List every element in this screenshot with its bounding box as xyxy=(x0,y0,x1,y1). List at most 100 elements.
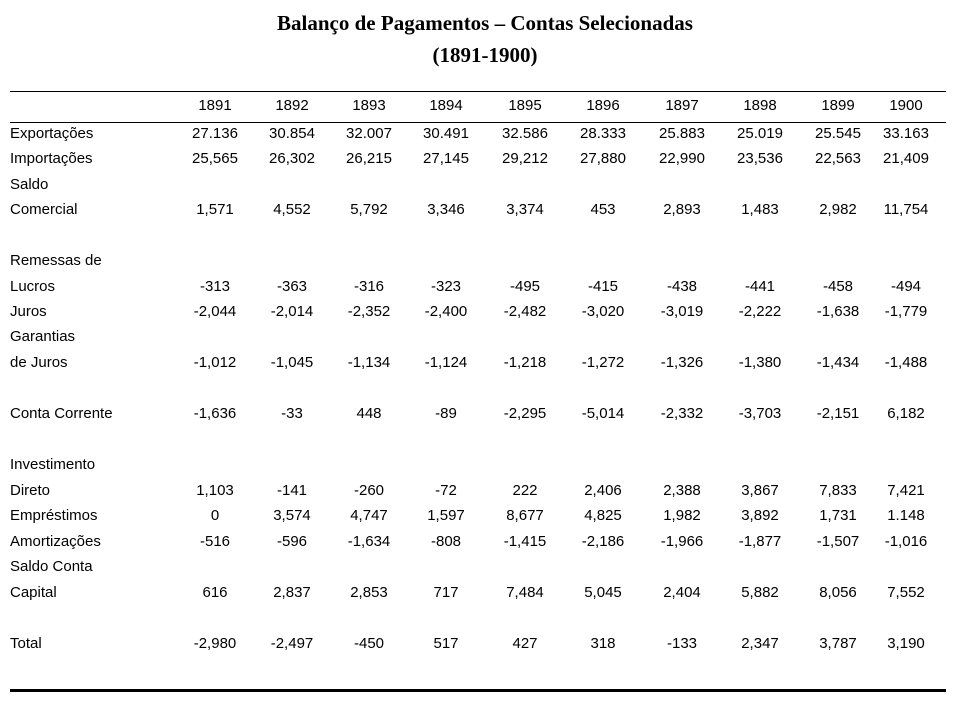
table-cell: 222 xyxy=(512,482,538,499)
year-header: 1894 xyxy=(429,97,463,114)
table-cell: -438 xyxy=(666,278,698,295)
table-cell: 27.136 xyxy=(192,125,238,142)
table-cell: -415 xyxy=(587,278,619,295)
table-cell: 448 xyxy=(356,405,382,422)
row-label: Saldo Conta xyxy=(10,558,93,575)
table-cell: -2,332 xyxy=(660,405,704,422)
table-cell: -33 xyxy=(281,405,303,422)
table-cell: -2,014 xyxy=(270,303,314,320)
year-header: 1898 xyxy=(743,97,777,114)
table-cell: 8,677 xyxy=(506,507,544,524)
table-cell: -1,124 xyxy=(424,354,468,371)
table-cell: 616 xyxy=(202,584,228,601)
row-label: Remessas de xyxy=(10,252,102,269)
table-cell: -2,352 xyxy=(347,303,391,320)
table-cell: 5,045 xyxy=(584,584,622,601)
table-cell: -1,507 xyxy=(816,533,860,550)
table-cell: 33.163 xyxy=(883,125,929,142)
table-cell: -141 xyxy=(276,482,308,499)
table-cell: -2,222 xyxy=(738,303,782,320)
table-cell: 1,597 xyxy=(427,507,465,524)
bottom-rule xyxy=(10,689,946,692)
table-cell: 27,880 xyxy=(580,150,626,167)
row-label: Exportações xyxy=(10,125,94,142)
table-cell: 25.545 xyxy=(815,125,861,142)
table-cell: -1,634 xyxy=(347,533,391,550)
table-cell: 2,853 xyxy=(350,584,388,601)
table-cell: 28.333 xyxy=(580,125,626,142)
table-cell: -1,016 xyxy=(884,533,928,550)
table-cell: 25,565 xyxy=(192,150,238,167)
table-cell: -2,400 xyxy=(424,303,468,320)
table-cell: -363 xyxy=(276,278,308,295)
table-cell: 7,552 xyxy=(887,584,925,601)
table-cell: 32.007 xyxy=(346,125,392,142)
table-cell: -1,779 xyxy=(884,303,928,320)
table-cell: 2,404 xyxy=(663,584,701,601)
row-label: Empréstimos xyxy=(10,507,98,524)
table-cell: 2,388 xyxy=(663,482,701,499)
table-cell: 11,754 xyxy=(883,201,929,218)
table-cell: 2,406 xyxy=(584,482,622,499)
row-label: Investimento xyxy=(10,456,96,473)
header-rule xyxy=(10,122,946,123)
table-cell: 30.491 xyxy=(423,125,469,142)
table-cell: -808 xyxy=(430,533,462,550)
table-cell: 26,302 xyxy=(269,150,315,167)
year-header: 1893 xyxy=(352,97,386,114)
table-cell: 1,982 xyxy=(663,507,701,524)
table-cell: 5,882 xyxy=(741,584,779,601)
table-cell: 4,825 xyxy=(584,507,622,524)
table-cell: 4,552 xyxy=(273,201,311,218)
table-cell: 0 xyxy=(210,507,220,524)
table-cell: 4,747 xyxy=(350,507,388,524)
table-cell: -3,019 xyxy=(660,303,704,320)
row-label: Juros xyxy=(10,303,47,320)
table-cell: 3,787 xyxy=(819,635,857,652)
table-cell: -2,482 xyxy=(503,303,547,320)
table-cell: -1,636 xyxy=(193,405,237,422)
table-cell: -441 xyxy=(744,278,776,295)
table-cell: -89 xyxy=(435,405,457,422)
table-cell: -2,186 xyxy=(581,533,625,550)
table-cell: 1.148 xyxy=(887,507,925,524)
table-cell: 1,103 xyxy=(196,482,234,499)
table-cell: 2,893 xyxy=(663,201,701,218)
table-cell: 27,145 xyxy=(423,150,469,167)
row-label: de Juros xyxy=(10,354,68,371)
table-cell: 21,409 xyxy=(883,150,929,167)
table-cell: -516 xyxy=(199,533,231,550)
table-cell: 8,056 xyxy=(819,584,857,601)
table-cell: -5,014 xyxy=(581,405,625,422)
table-cell: 30.854 xyxy=(269,125,315,142)
table-cell: -1,966 xyxy=(660,533,704,550)
table-cell: -313 xyxy=(199,278,231,295)
table-cell: 23,536 xyxy=(737,150,783,167)
table-cell: 3,374 xyxy=(506,201,544,218)
table-cell: -1,380 xyxy=(738,354,782,371)
year-header: 1897 xyxy=(665,97,699,114)
table-cell: 26,215 xyxy=(346,150,392,167)
table-cell: -3,703 xyxy=(738,405,782,422)
table-cell: 318 xyxy=(590,635,616,652)
year-header: 1895 xyxy=(508,97,542,114)
row-label: Garantias xyxy=(10,328,76,345)
table-cell: -1,415 xyxy=(503,533,547,550)
table-cell: 2,347 xyxy=(741,635,779,652)
table-cell: 2,982 xyxy=(819,201,857,218)
table-cell: -1,638 xyxy=(816,303,860,320)
table-cell: -1,218 xyxy=(503,354,547,371)
row-label: Comercial xyxy=(10,201,78,218)
table-cell: 29,212 xyxy=(502,150,548,167)
table-cell: 25.883 xyxy=(659,125,705,142)
table-cell: -494 xyxy=(890,278,922,295)
row-label: Direto xyxy=(10,482,51,499)
table-cell: -1,045 xyxy=(270,354,314,371)
table-cell: 1,483 xyxy=(741,201,779,218)
table-cell: 717 xyxy=(433,584,459,601)
row-label: Lucros xyxy=(10,278,56,295)
table-cell: 453 xyxy=(590,201,616,218)
table-cell: -72 xyxy=(435,482,457,499)
table-cell: -133 xyxy=(666,635,698,652)
table-cell: 517 xyxy=(433,635,459,652)
